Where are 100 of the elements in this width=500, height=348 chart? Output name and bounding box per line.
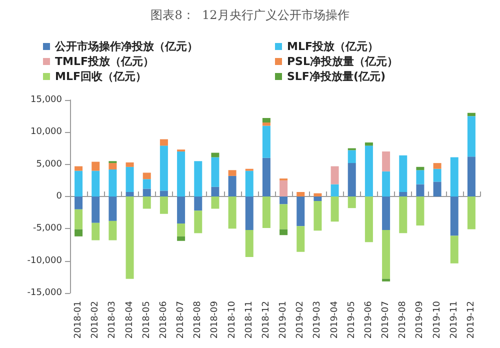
bar xyxy=(296,196,305,226)
x-tick-label: 2018-02 xyxy=(90,301,101,339)
x-tick-label: 2019-11 xyxy=(449,301,460,339)
bar xyxy=(364,146,373,196)
x-tick-label: 2019-05 xyxy=(346,301,357,339)
x-tick-label: 2018-11 xyxy=(244,301,254,339)
bar xyxy=(433,182,442,196)
bar xyxy=(177,196,186,224)
bar xyxy=(211,196,220,209)
bar xyxy=(228,170,236,176)
bar xyxy=(382,171,390,196)
x-tick-label: 2018-01 xyxy=(74,301,84,339)
bar xyxy=(177,224,186,236)
bar xyxy=(74,196,83,210)
legend-label: TMLF投放（亿元） xyxy=(55,55,154,68)
y-tick-label: 0 xyxy=(56,192,62,202)
bar xyxy=(280,229,288,236)
bar xyxy=(399,155,408,192)
bar xyxy=(364,196,373,242)
y-tick-label: -5,000 xyxy=(32,224,62,234)
bar xyxy=(450,196,458,236)
bar xyxy=(330,166,339,184)
bar xyxy=(92,162,100,171)
bar xyxy=(262,122,270,126)
x-tick-label: 2018-12 xyxy=(261,301,272,339)
bar xyxy=(108,169,117,196)
bar xyxy=(126,162,134,167)
bar xyxy=(228,176,236,196)
bar xyxy=(74,229,83,236)
x-tick-label: 2018-08 xyxy=(193,300,204,339)
bar xyxy=(280,196,288,204)
bar xyxy=(382,278,390,282)
bar xyxy=(142,172,151,180)
x-tick-label: 2019-09 xyxy=(415,300,426,339)
bar xyxy=(211,152,220,158)
bar xyxy=(142,196,151,209)
bar xyxy=(177,151,186,196)
bar xyxy=(467,156,476,196)
x-tick-label: 2018-07 xyxy=(176,301,186,339)
x-tick-label: 2018-06 xyxy=(158,300,169,339)
bar xyxy=(416,196,424,226)
bar xyxy=(330,196,339,222)
bar xyxy=(433,163,442,169)
y-tick-label: -15,000 xyxy=(27,288,62,298)
legend-label: MLF回收（亿元） xyxy=(55,70,146,83)
bar xyxy=(467,116,476,157)
bar xyxy=(177,236,186,241)
bar xyxy=(245,170,254,196)
bar xyxy=(280,204,288,230)
bar xyxy=(450,236,458,264)
chart-title: 图表8： 12月央行广义公开市场操作 xyxy=(150,8,350,22)
x-tick-label: 2019-02 xyxy=(296,301,306,339)
y-tick-label: -10,000 xyxy=(27,256,62,266)
bar xyxy=(126,192,134,196)
x-tick-label: 2019-10 xyxy=(432,300,442,339)
bar xyxy=(262,196,270,228)
bar xyxy=(142,188,151,196)
bar xyxy=(194,196,202,211)
bar xyxy=(416,170,424,184)
y-tick-label: 5,000 xyxy=(36,159,62,170)
bar xyxy=(126,196,134,279)
y-tick-label: 15,000 xyxy=(30,95,62,105)
bar xyxy=(364,142,373,146)
bar xyxy=(399,192,408,196)
bar xyxy=(382,230,390,279)
bar xyxy=(142,179,151,189)
x-tick-label: 2019-06 xyxy=(364,300,374,339)
x-tick-label: 2019-01 xyxy=(278,301,289,339)
bar xyxy=(296,192,305,196)
bar xyxy=(262,126,270,158)
bar xyxy=(262,118,270,123)
legend-label: 公开市场操作净投放（亿元） xyxy=(54,40,198,53)
bar xyxy=(211,186,220,196)
bar xyxy=(314,193,322,196)
bar xyxy=(194,161,202,196)
bar xyxy=(160,196,168,214)
bar xyxy=(92,222,100,240)
bar xyxy=(450,157,458,196)
bar xyxy=(108,220,117,240)
bar xyxy=(382,151,390,172)
legend-label: MLF投放（亿元） xyxy=(287,40,378,53)
bar xyxy=(467,196,476,230)
bar xyxy=(92,196,100,223)
x-tick-label: 2019-03 xyxy=(312,301,323,339)
bar xyxy=(348,150,356,164)
bar xyxy=(416,166,424,170)
x-tick-label: 2019-07 xyxy=(381,301,392,339)
bar xyxy=(348,196,356,208)
x-tick-label: 2018-03 xyxy=(108,301,118,339)
bar xyxy=(74,170,83,196)
bar xyxy=(314,201,322,231)
bar xyxy=(126,166,134,192)
bar xyxy=(314,196,322,202)
bar xyxy=(92,170,100,196)
bar xyxy=(262,158,270,196)
bar xyxy=(467,112,476,116)
bar xyxy=(382,196,390,230)
legend-label: SLF净投放量(亿元) xyxy=(287,70,386,83)
x-tick-label: 2019-04 xyxy=(330,300,340,339)
bar xyxy=(74,209,83,230)
